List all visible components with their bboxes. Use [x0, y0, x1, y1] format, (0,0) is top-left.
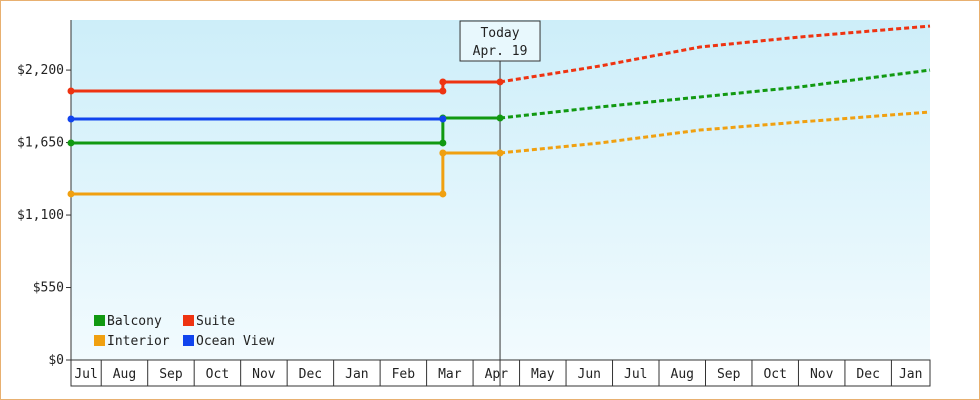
x-tick-label: Jan — [345, 367, 368, 382]
x-tick-label: Feb — [392, 367, 416, 382]
x-tick-label: Oct — [206, 367, 229, 382]
legend-label: Suite — [196, 314, 235, 329]
x-tick-label: Dec — [299, 367, 322, 382]
y-tick-label: $0 — [48, 353, 64, 368]
x-tick-label: Jul — [74, 367, 97, 382]
price-point — [496, 149, 504, 157]
y-tick-label: $1,650 — [17, 136, 64, 151]
price-point — [439, 190, 447, 198]
x-tick-label: May — [531, 367, 555, 382]
x-tick-label: Nov — [252, 367, 276, 382]
price-point — [67, 139, 75, 147]
x-tick-label: Aug — [113, 367, 136, 382]
y-tick-label: $550 — [33, 281, 64, 296]
x-tick-label: Dec — [856, 367, 879, 382]
price-point — [496, 114, 504, 122]
x-tick-label: Aug — [671, 367, 694, 382]
price-point — [67, 115, 75, 123]
price-line — [71, 151, 501, 196]
price-point — [496, 78, 504, 86]
price-point — [67, 87, 75, 95]
y-tick-label: $2,200 — [17, 63, 64, 78]
price-point — [439, 87, 447, 95]
price-point — [439, 78, 447, 86]
price-line — [71, 116, 501, 145]
forecast-line — [499, 24, 931, 84]
price-point — [439, 149, 447, 157]
price-point — [439, 115, 447, 123]
legend-label: Interior — [107, 334, 170, 349]
legend-swatch — [94, 315, 105, 326]
price-line — [71, 80, 501, 93]
x-tick-label: Mar — [438, 367, 462, 382]
y-tick-label: $1,100 — [17, 208, 64, 223]
x-tick-label: Jan — [899, 367, 922, 382]
today-box — [459, 20, 541, 62]
x-tick-label: Nov — [810, 367, 834, 382]
x-tick-label: Apr — [485, 367, 509, 382]
legend-label: Ocean View — [196, 334, 274, 349]
x-tick-label: Sep — [717, 367, 741, 382]
x-tick-label: Sep — [159, 367, 183, 382]
legend-label: Balcony — [107, 314, 162, 329]
forecast-line — [499, 68, 931, 120]
price-point — [67, 190, 75, 198]
price-point — [439, 139, 447, 147]
legend-swatch — [183, 315, 194, 326]
x-tick-label: Jul — [624, 367, 647, 382]
legend-swatch — [94, 335, 105, 346]
x-tick-label: Oct — [763, 367, 786, 382]
today-date: Apr. 19 — [473, 44, 528, 59]
forecast-line — [499, 110, 931, 155]
legend-swatch — [183, 335, 194, 346]
x-tick-label: Jun — [578, 367, 601, 382]
today-label: Today — [480, 26, 519, 41]
